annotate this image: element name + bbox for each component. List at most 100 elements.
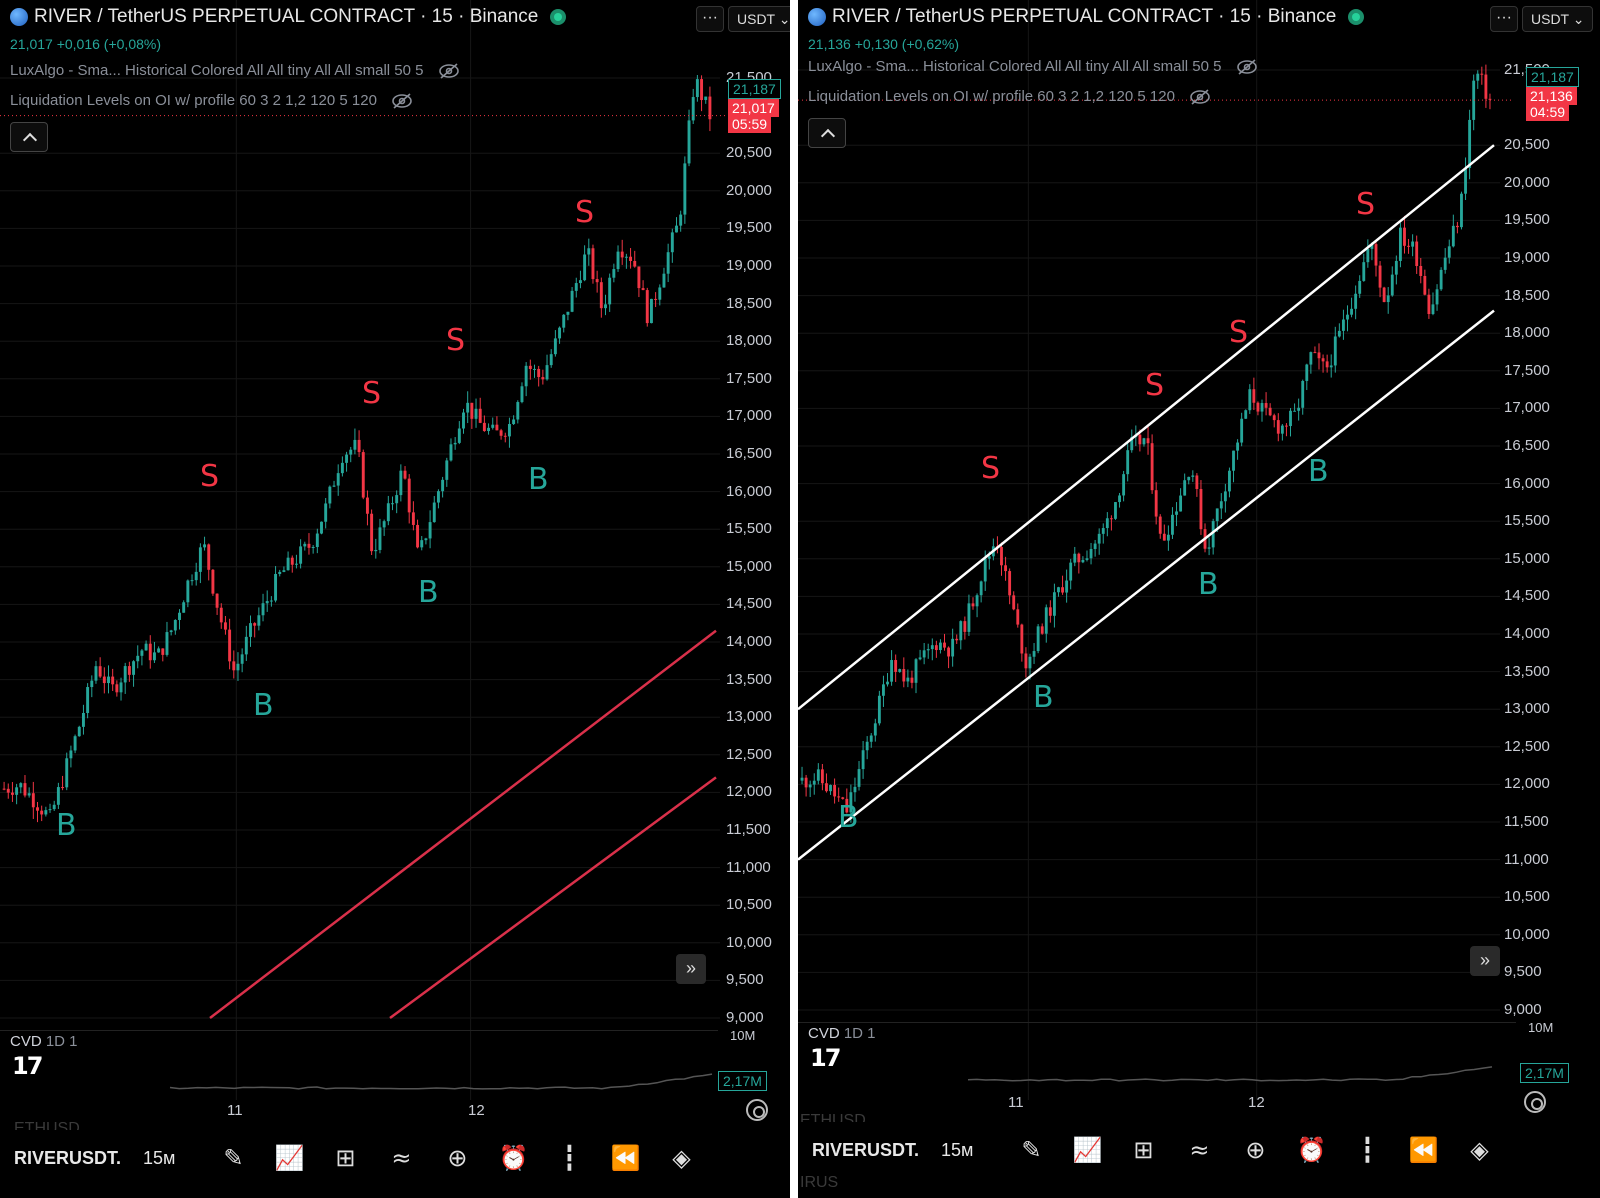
timeframe-selector[interactable]: 15м: [143, 1147, 176, 1168]
candle-body: [115, 684, 119, 693]
chart-panel-left[interactable]: RIVER / TetherUS PERPETUAL CONTRACT · 15…: [0, 0, 790, 1198]
replay-icon[interactable]: ⏪: [610, 1144, 641, 1172]
buy-signal-label: B: [253, 687, 274, 723]
candle-body: [654, 298, 658, 300]
candle-body: [829, 785, 832, 792]
indicators-icon[interactable]: 📈: [1072, 1136, 1103, 1164]
cvd-legend[interactable]: CVD 1D 1: [808, 1025, 876, 1042]
candle-body: [516, 402, 520, 420]
price-axis-label: 14,000: [726, 633, 772, 650]
candle-body: [1390, 274, 1394, 296]
candle-body: [436, 491, 440, 503]
candles-icon[interactable]: ┇: [1360, 1136, 1375, 1164]
eye-off-icon[interactable]: [438, 62, 460, 79]
gear-icon[interactable]: [746, 1099, 768, 1121]
pencil-icon[interactable]: ✎: [223, 1144, 244, 1172]
symbol-title[interactable]: RIVER / TetherUS PERPETUAL CONTRACT · 15…: [832, 6, 1337, 27]
alert-clock-icon[interactable]: ⏰: [498, 1144, 529, 1172]
price-quote: 21,017 +0,016 (+0,08%): [10, 36, 162, 52]
candle-body: [81, 712, 85, 727]
chart-header[interactable]: RIVER / TetherUS PERPETUAL CONTRACT · 15…: [808, 6, 1365, 28]
indicator-label: LuxAlgo - Sma... Historical Colored All …: [10, 62, 424, 79]
candle-body: [399, 470, 403, 496]
currency-selector[interactable]: USDT ⌄: [728, 6, 790, 32]
candle-body: [1488, 98, 1492, 100]
price-axis-label: 20,500: [726, 144, 772, 162]
timeframe-selector[interactable]: 15м: [941, 1139, 974, 1160]
layers-icon[interactable]: ◈: [672, 1144, 691, 1172]
gear-icon[interactable]: [1524, 1091, 1546, 1113]
lines-icon[interactable]: ≈: [391, 1144, 412, 1172]
layers-icon[interactable]: ◈: [1470, 1136, 1489, 1164]
candle-body: [595, 279, 599, 283]
candle-body: [1325, 361, 1329, 368]
candle-body: [1028, 656, 1032, 669]
indicator-legend-liquidation[interactable]: Liquidation Levels on OI w/ profile 60 3…: [10, 92, 413, 109]
pencil-icon[interactable]: ✎: [1021, 1136, 1042, 1164]
ticker-symbol[interactable]: RIVERUSDT.: [812, 1139, 920, 1160]
fast-forward-icon[interactable]: »: [676, 954, 706, 984]
candle-body: [478, 408, 482, 423]
tradingview-logo-icon: 17: [810, 1044, 841, 1072]
pane-separator[interactable]: [0, 1030, 718, 1031]
plus-circle-icon[interactable]: ⊕: [1245, 1136, 1266, 1164]
indicators-icon[interactable]: 📈: [274, 1144, 305, 1172]
chart-panel-right[interactable]: RIVER / TetherUS PERPETUAL CONTRACT · 15…: [798, 0, 1600, 1198]
indicator-legend-luxalgo[interactable]: LuxAlgo - Sma... Historical Colored All …: [10, 62, 460, 79]
candle-body: [178, 612, 181, 620]
candle-body: [1171, 514, 1174, 535]
cvd-name: CVD: [10, 1033, 42, 1050]
layout-grid-icon[interactable]: ⊞: [1133, 1136, 1154, 1164]
eye-off-icon[interactable]: [391, 92, 413, 109]
plus-circle-icon[interactable]: ⊕: [447, 1144, 468, 1172]
candle-body: [624, 256, 628, 258]
more-options-button[interactable]: ···: [1490, 6, 1518, 32]
candles-icon[interactable]: ┇: [562, 1144, 577, 1172]
candle-body: [1366, 248, 1370, 263]
candle-body: [833, 785, 837, 797]
price-axis-label: 15,500: [1504, 512, 1550, 530]
fast-forward-icon[interactable]: »: [1470, 946, 1500, 976]
price-axis-label: 9,500: [726, 971, 764, 989]
bottom-toolbar[interactable]: RIVERUSDT. 15м ✎ 📈 ⊞ ≈ ⊕ ⏰ ┇ ⏪ ◈: [0, 1130, 790, 1186]
price-axis-label: 11,000: [1504, 850, 1549, 868]
candle-body: [253, 623, 257, 626]
chevron-up-icon[interactable]: [10, 122, 48, 152]
chevron-up-icon[interactable]: [808, 118, 846, 148]
more-options-button[interactable]: ···: [696, 6, 724, 32]
cvd-legend[interactable]: CVD 1D 1: [10, 1033, 78, 1050]
price-chart-right[interactable]: [798, 0, 1600, 1198]
candle-body: [906, 677, 910, 682]
candle-body: [215, 593, 219, 608]
eye-off-icon[interactable]: [1236, 58, 1258, 75]
candle-body: [161, 648, 165, 655]
time-axis-label: 11: [227, 1102, 243, 1119]
price-axis-label: 16,000: [1504, 474, 1550, 492]
candle-body: [432, 502, 436, 523]
lines-icon[interactable]: ≈: [1189, 1136, 1210, 1164]
currency-selector[interactable]: USDT ⌄: [1522, 6, 1594, 32]
replay-icon[interactable]: ⏪: [1408, 1136, 1439, 1164]
alert-clock-icon[interactable]: ⏰: [1296, 1136, 1327, 1164]
eye-off-icon[interactable]: [1189, 88, 1211, 105]
pane-separator[interactable]: [798, 1022, 1516, 1023]
candle-body: [265, 601, 269, 604]
price-chart-left[interactable]: [0, 0, 790, 1198]
candle-body: [562, 314, 566, 328]
candle-body: [1354, 293, 1358, 309]
candle-body: [894, 660, 898, 672]
indicator-legend-luxalgo[interactable]: LuxAlgo - Sma... Historical Colored All …: [808, 58, 1258, 75]
symbol-title[interactable]: RIVER / TetherUS PERPETUAL CONTRACT · 15…: [34, 6, 539, 27]
bottom-toolbar[interactable]: RIVERUSDT. 15м ✎ 📈 ⊞ ≈ ⊕ ⏰ ┇ ⏪ ◈: [798, 1122, 1600, 1178]
ticker-symbol[interactable]: RIVERUSDT.: [14, 1147, 122, 1168]
candle-body: [23, 783, 27, 796]
candle-body: [1228, 470, 1231, 492]
candle-body: [566, 311, 570, 315]
last-price-tag: 21,136: [1526, 87, 1577, 105]
candle-body: [1252, 389, 1256, 403]
candle-body: [865, 741, 869, 751]
indicator-legend-liquidation[interactable]: Liquidation Levels on OI w/ profile 60 3…: [808, 88, 1211, 105]
tradingview-logo-icon: 17: [12, 1052, 43, 1080]
layout-grid-icon[interactable]: ⊞: [335, 1144, 356, 1172]
chart-header[interactable]: RIVER / TetherUS PERPETUAL CONTRACT · 15…: [10, 6, 567, 28]
